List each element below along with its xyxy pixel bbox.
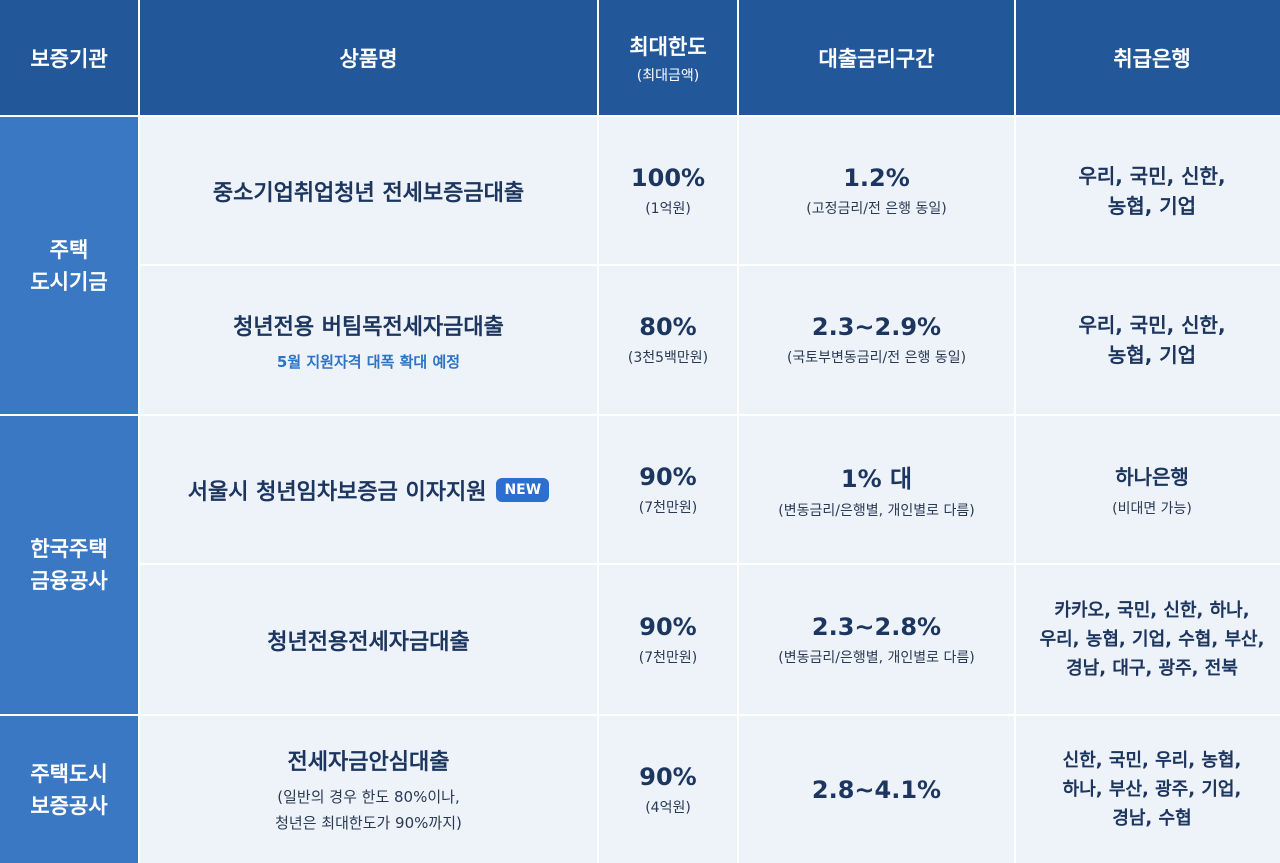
rate-note: (변동금리/은행별, 개인별로 다름): [778, 503, 975, 519]
banks-line: 카카오, 국민, 신한, 하나,: [1054, 600, 1250, 621]
banks-note: (비대면 가능): [1112, 500, 1192, 517]
limit-value: 90%: [639, 762, 697, 791]
table-row-limit: 90% (7천만원): [599, 565, 737, 714]
product-name-row: 서울시 청년임차보증금 이자지원 NEW: [187, 474, 550, 506]
table-row-banks: 우리, 국민, 신한, 농협, 기업: [1016, 117, 1280, 264]
group-line: 보증공사: [30, 793, 108, 818]
table-row-rate: 1.2% (고정금리/전 은행 동일): [739, 117, 1014, 264]
product-name: 청년전용전세자금대출: [267, 629, 470, 655]
limit-value: 90%: [639, 612, 697, 641]
header-product-label: 상품명: [339, 46, 398, 71]
table-row-product: 청년전용 버팀목전세자금대출 5월 지원자격 대폭 확대 예정: [140, 266, 597, 414]
table-row-limit: 90% (4억원): [599, 716, 737, 863]
limit-value: 90%: [639, 462, 697, 491]
banks-line: 우리, 국민, 신한,: [1078, 163, 1226, 188]
header-limit: 최대한도 (최대금액): [599, 0, 737, 115]
rate-value: 2.8~4.1%: [811, 775, 942, 804]
table-row-rate: 2.3~2.9% (국토부변동금리/전 은행 동일): [739, 266, 1014, 414]
header-rate-label: 대출금리구간: [818, 46, 935, 71]
product-name: 전세자금안심대출: [287, 749, 450, 775]
table-row-limit: 100% (1억원): [599, 117, 737, 264]
banks-line: 경남, 대구, 광주, 전북: [1066, 658, 1238, 679]
header-banks-label: 취급은행: [1113, 46, 1191, 71]
limit-amount: (3천5백만원): [627, 350, 709, 366]
table-row-banks: 신한, 국민, 우리, 농협, 하나, 부산, 광주, 기업, 경남, 수협: [1016, 716, 1280, 863]
group-line: 금융공사: [30, 569, 108, 593]
product-desc: (일반의 경우 한도 80%이나, 청년은 최대한도가 90%까지): [275, 784, 462, 836]
new-badge: NEW: [496, 477, 550, 502]
header-agency-label: 보증기관: [30, 46, 108, 71]
limit-amount: (4억원): [645, 799, 691, 816]
header-agency: 보증기관: [0, 0, 138, 115]
rate-value: 2.3~2.8%: [811, 612, 942, 641]
product-name: 서울시 청년임차보증금 이자지원: [187, 479, 487, 505]
limit-amount: (1억원): [645, 200, 691, 217]
banks-line: 우리, 국민, 신한,: [1078, 313, 1226, 337]
rate-value: 2.3~2.9%: [811, 313, 942, 341]
group-hf: 한국주택 금융공사: [0, 416, 138, 714]
table-row-rate: 2.3~2.8% (변동금리/은행별, 개인별로 다름): [739, 565, 1014, 714]
limit-amount: (7천만원): [638, 499, 698, 516]
rate-note: (고정금리/전 은행 동일): [806, 200, 947, 217]
product-name: 중소기업취업청년 전세보증금대출: [212, 180, 525, 206]
rate-note: (국토부변동금리/전 은행 동일): [786, 350, 967, 366]
banks-line: 농협, 기업: [1107, 343, 1197, 367]
table-row-rate: 1% 대 (변동금리/은행별, 개인별로 다름): [739, 416, 1014, 563]
header-product: 상품명: [140, 0, 597, 115]
limit-amount: (7천만원): [638, 649, 698, 666]
group-line: 한국주택: [30, 537, 108, 561]
table-row-banks: 카카오, 국민, 신한, 하나, 우리, 농협, 기업, 수협, 부산, 경남,…: [1016, 565, 1280, 714]
product-desc-line: 청년은 최대한도가 90%까지): [275, 813, 462, 832]
table-row-banks: 하나은행 (비대면 가능): [1016, 416, 1280, 563]
rate-value: 1% 대: [840, 465, 913, 493]
header-rate: 대출금리구간: [739, 0, 1014, 115]
limit-value: 100%: [630, 163, 706, 192]
header-limit-label: 최대한도: [629, 34, 707, 59]
rate-value: 1.2%: [843, 163, 910, 192]
group-line: 주택도시: [30, 761, 108, 786]
table-row-banks: 우리, 국민, 신한, 농협, 기업: [1016, 266, 1280, 414]
banks-line: 하나은행: [1115, 464, 1189, 489]
header-banks: 취급은행: [1016, 0, 1280, 115]
banks-line: 신한, 국민, 우리, 농협,: [1062, 750, 1242, 771]
header-limit-sub: (최대금액): [636, 67, 700, 84]
table-row-rate: 2.8~4.1%: [739, 716, 1014, 863]
table-row-product: 청년전용전세자금대출: [140, 565, 597, 714]
banks-line: 경남, 수협: [1112, 808, 1192, 829]
group-hug-guarantee: 주택도시 보증공사: [0, 716, 138, 863]
table-row-product: 서울시 청년임차보증금 이자지원 NEW: [140, 416, 597, 563]
table-row-limit: 80% (3천5백만원): [599, 266, 737, 414]
table-row-product: 중소기업취업청년 전세보증금대출: [140, 117, 597, 264]
group-line: 도시기금: [30, 269, 108, 294]
banks-line: 하나, 부산, 광주, 기업,: [1062, 779, 1242, 800]
table-row-limit: 90% (7천만원): [599, 416, 737, 563]
product-note: 5월 지원자격 대폭 확대 예정: [276, 352, 461, 371]
limit-value: 80%: [639, 313, 697, 341]
group-line: 주택: [49, 237, 89, 262]
table-row-product: 전세자금안심대출 (일반의 경우 한도 80%이나, 청년은 최대한도가 90%…: [140, 716, 597, 863]
banks-line: 우리, 농협, 기업, 수협, 부산,: [1039, 629, 1265, 650]
group-hug: 주택 도시기금: [0, 117, 138, 414]
rate-note: (변동금리/은행별, 개인별로 다름): [778, 649, 975, 666]
banks-line: 농협, 기업: [1107, 193, 1197, 218]
product-desc-line: (일반의 경우 한도 80%이나,: [277, 787, 460, 806]
product-name: 청년전용 버팀목전세자금대출: [233, 314, 504, 340]
